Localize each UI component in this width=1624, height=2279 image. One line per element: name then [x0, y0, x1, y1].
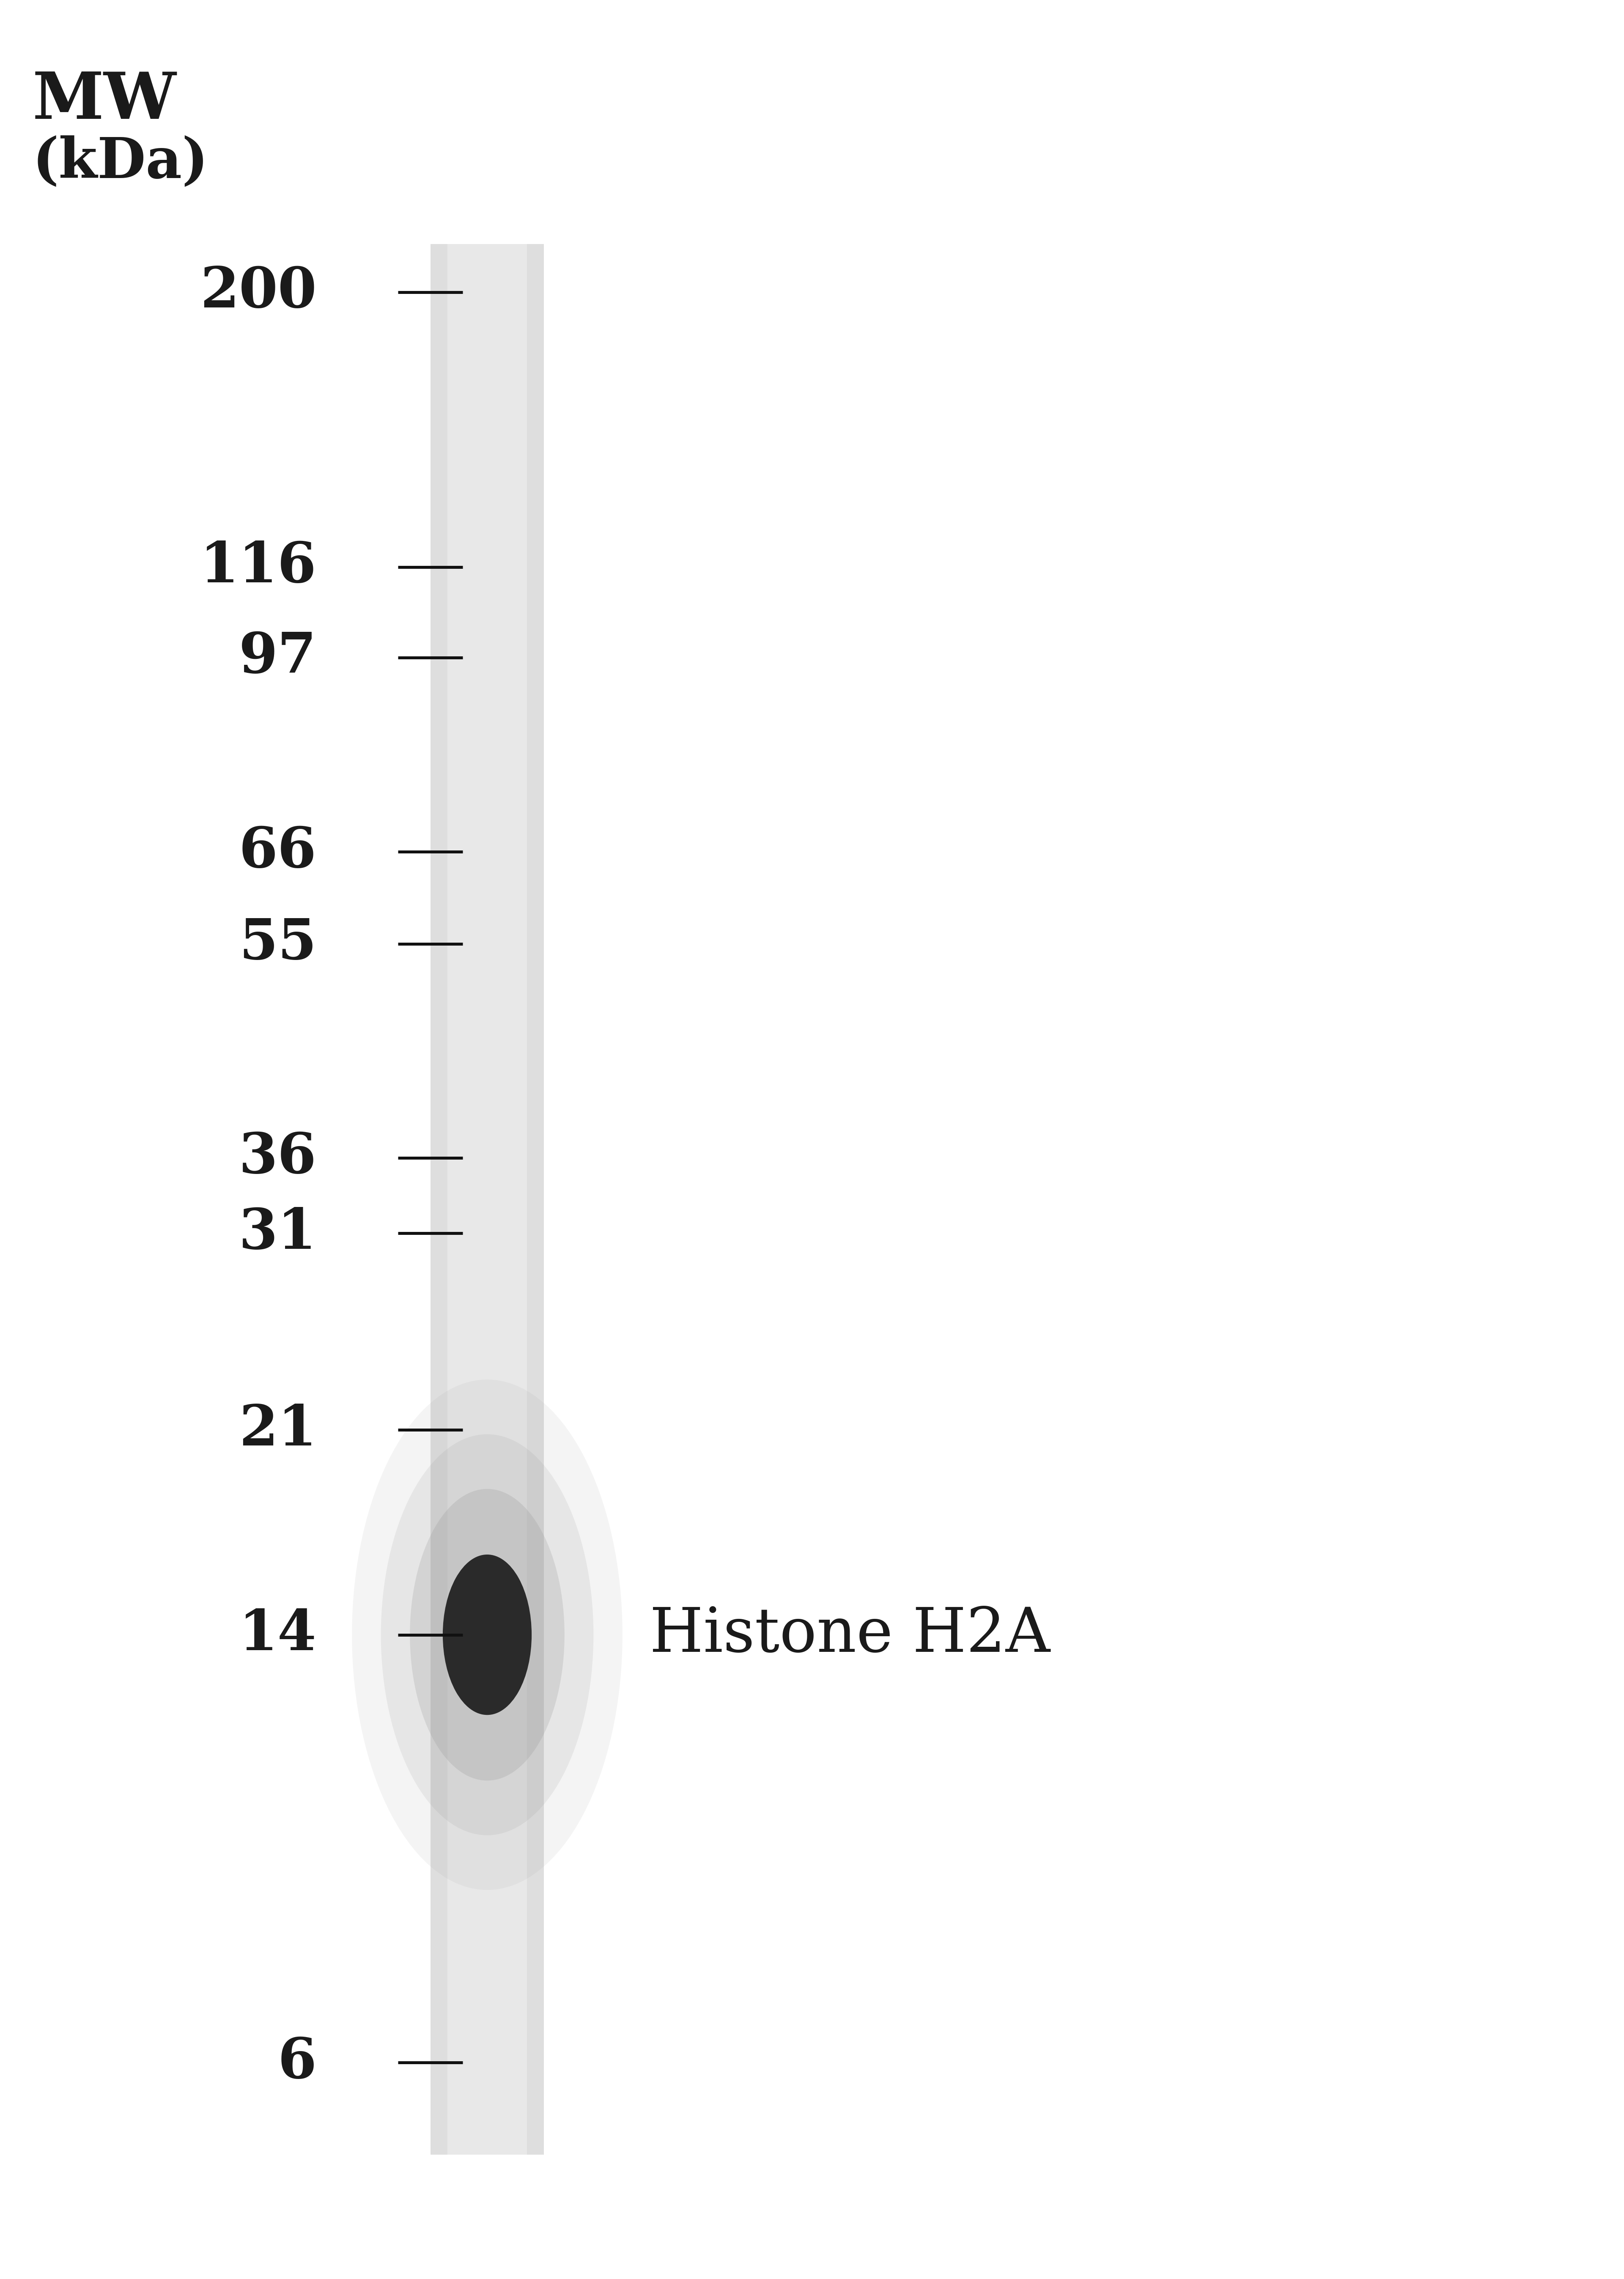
Ellipse shape [443, 1554, 531, 1716]
Bar [430, 244, 544, 2154]
Text: 116: 116 [200, 540, 317, 595]
Text: MW: MW [32, 68, 177, 132]
Text: Histone H2A: Histone H2A [650, 1604, 1051, 1664]
Text: 36: 36 [239, 1130, 317, 1185]
Text: 14: 14 [239, 1607, 317, 1661]
Text: 200: 200 [200, 264, 317, 319]
Text: (kDa): (kDa) [32, 134, 208, 189]
Text: 31: 31 [239, 1206, 317, 1260]
Text: 55: 55 [239, 916, 317, 971]
Text: 97: 97 [239, 629, 317, 684]
Ellipse shape [409, 1488, 565, 1780]
Ellipse shape [382, 1433, 593, 1835]
Bar [448, 244, 526, 2154]
Ellipse shape [352, 1379, 622, 1889]
Text: 66: 66 [239, 825, 317, 880]
Text: 6: 6 [278, 2035, 317, 2090]
Text: 21: 21 [239, 1404, 317, 1456]
